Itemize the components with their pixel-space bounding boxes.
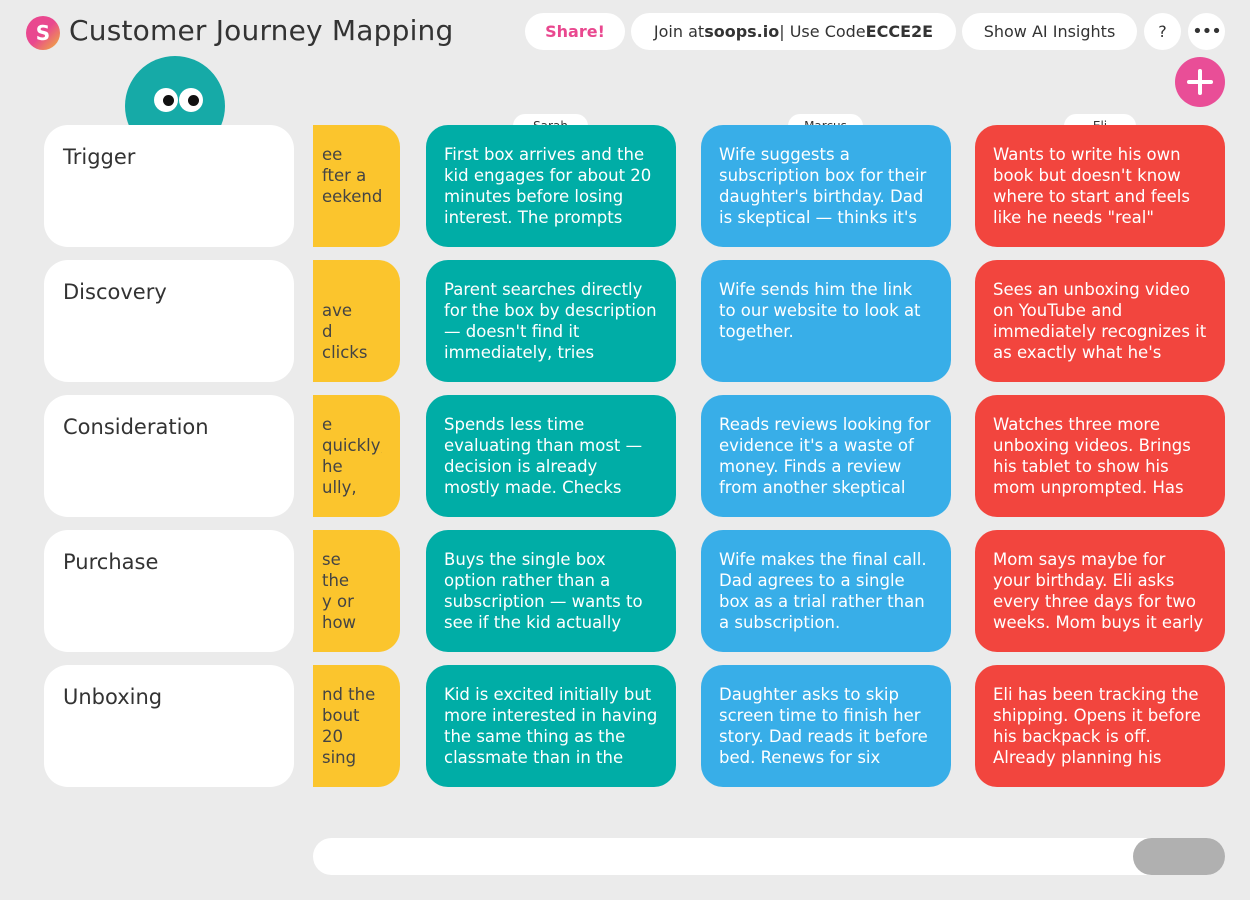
row-label-purchase[interactable]: Purchase <box>44 530 294 652</box>
journey-card[interactable]: Wife suggests a subscription box for the… <box>701 125 951 247</box>
card-text: Wife makes the final call. Dad agrees to… <box>719 550 927 632</box>
journey-card[interactable]: ave d clicks <box>313 260 400 382</box>
card-text: Sees an unboxing video on YouTube and im… <box>993 280 1207 362</box>
card-text: Wife sends him the link to our website t… <box>719 280 921 341</box>
card-text: Kid is excited initially but more intere… <box>444 685 658 767</box>
mascot-pupil <box>188 95 199 106</box>
journey-card[interactable]: Daughter asks to skip screen time to fin… <box>701 665 951 787</box>
join-code: ECCE2E <box>865 22 934 41</box>
card-text: nd the bout 20 sing mpts feel <box>322 685 376 767</box>
journey-card[interactable]: Wants to write his own book but doesn't … <box>975 125 1225 247</box>
journey-card[interactable]: Buys the single box option rather than a… <box>426 530 676 652</box>
mascot-head-icon <box>125 56 225 125</box>
row-label-consideration[interactable]: Consideration <box>44 395 294 517</box>
show-ai-insights-button[interactable]: Show AI Insights <box>962 13 1137 50</box>
card-text: Wants to write his own book but doesn't … <box>993 145 1190 227</box>
card-text: Daughter asks to skip screen time to fin… <box>719 685 928 767</box>
row-label-discovery[interactable]: Discovery <box>44 260 294 382</box>
journey-card[interactable]: nd the bout 20 sing mpts feel <box>313 665 400 787</box>
card-text: e quickly, he ully, k will feel <box>322 415 382 497</box>
mascot-eye-icon <box>154 88 178 112</box>
card-text: se the y or how cts to <box>322 550 357 632</box>
join-middle: | Use Code <box>779 22 866 41</box>
share-button[interactable]: Share! <box>525 13 625 50</box>
card-text: Buys the single box option rather than a… <box>444 550 643 632</box>
join-code-button[interactable]: Join at soops.io | Use Code ECCE2E <box>631 13 956 50</box>
card-text: First box arrives and the kid engages fo… <box>444 145 652 227</box>
journey-card[interactable]: se the y or how cts to <box>313 530 400 652</box>
card-text: Eli has been tracking the shipping. Open… <box>993 685 1201 767</box>
card-text: Wife suggests a subscription box for the… <box>719 145 927 227</box>
journey-card[interactable]: e quickly, he ully, k will feel <box>313 395 400 517</box>
more-options-button[interactable]: ••• <box>1188 13 1225 50</box>
card-text: ave d clicks <box>322 301 368 362</box>
journey-card[interactable]: Wife makes the final call. Dad agrees to… <box>701 530 951 652</box>
join-site: soops.io <box>704 22 780 41</box>
horizontal-scrollbar[interactable] <box>313 838 1225 875</box>
journey-card[interactable]: Kid is excited initially but more intere… <box>426 665 676 787</box>
card-text: ee fter a eekend <box>322 145 382 206</box>
add-column-button[interactable] <box>1175 57 1225 107</box>
mascot-eye-icon <box>179 88 203 112</box>
journey-card[interactable]: Eli has been tracking the shipping. Open… <box>975 665 1225 787</box>
mascot-pupil <box>163 95 174 106</box>
help-button[interactable]: ? <box>1144 13 1181 50</box>
mascot <box>115 48 235 125</box>
journey-card[interactable]: Parent searches directly for the box by … <box>426 260 676 382</box>
join-prefix: Join at <box>653 22 705 41</box>
journey-card[interactable]: ee fter a eekend <box>313 125 400 247</box>
journey-card[interactable]: Watches three more unboxing videos. Brin… <box>975 395 1225 517</box>
journey-card[interactable]: Spends less time evaluating than most — … <box>426 395 676 517</box>
row-label-trigger[interactable]: Trigger <box>44 125 294 247</box>
journey-card[interactable]: Wife sends him the link to our website t… <box>701 260 951 382</box>
card-text: Reads reviews looking for evidence it's … <box>719 415 931 497</box>
journey-card[interactable]: Sees an unboxing video on YouTube and im… <box>975 260 1225 382</box>
journey-card[interactable]: Reads reviews looking for evidence it's … <box>701 395 951 517</box>
card-text: Mom says maybe for your birthday. Eli as… <box>993 550 1204 632</box>
journey-card[interactable]: First box arrives and the kid engages fo… <box>426 125 676 247</box>
row-label-unboxing[interactable]: Unboxing <box>44 665 294 787</box>
soops-logo-icon[interactable]: S <box>26 16 60 50</box>
page-title: Customer Journey Mapping <box>69 14 454 47</box>
card-text: Parent searches directly for the box by … <box>444 280 657 362</box>
scrollbar-thumb[interactable] <box>1133 838 1225 875</box>
plus-icon-vertical <box>1198 69 1202 95</box>
journey-card[interactable]: Mom says maybe for your birthday. Eli as… <box>975 530 1225 652</box>
card-text: Watches three more unboxing videos. Brin… <box>993 415 1191 497</box>
journey-board[interactable]: ee fter a eekend ave d clicks e quickly,… <box>313 110 1250 800</box>
card-text: Spends less time evaluating than most — … <box>444 415 643 497</box>
